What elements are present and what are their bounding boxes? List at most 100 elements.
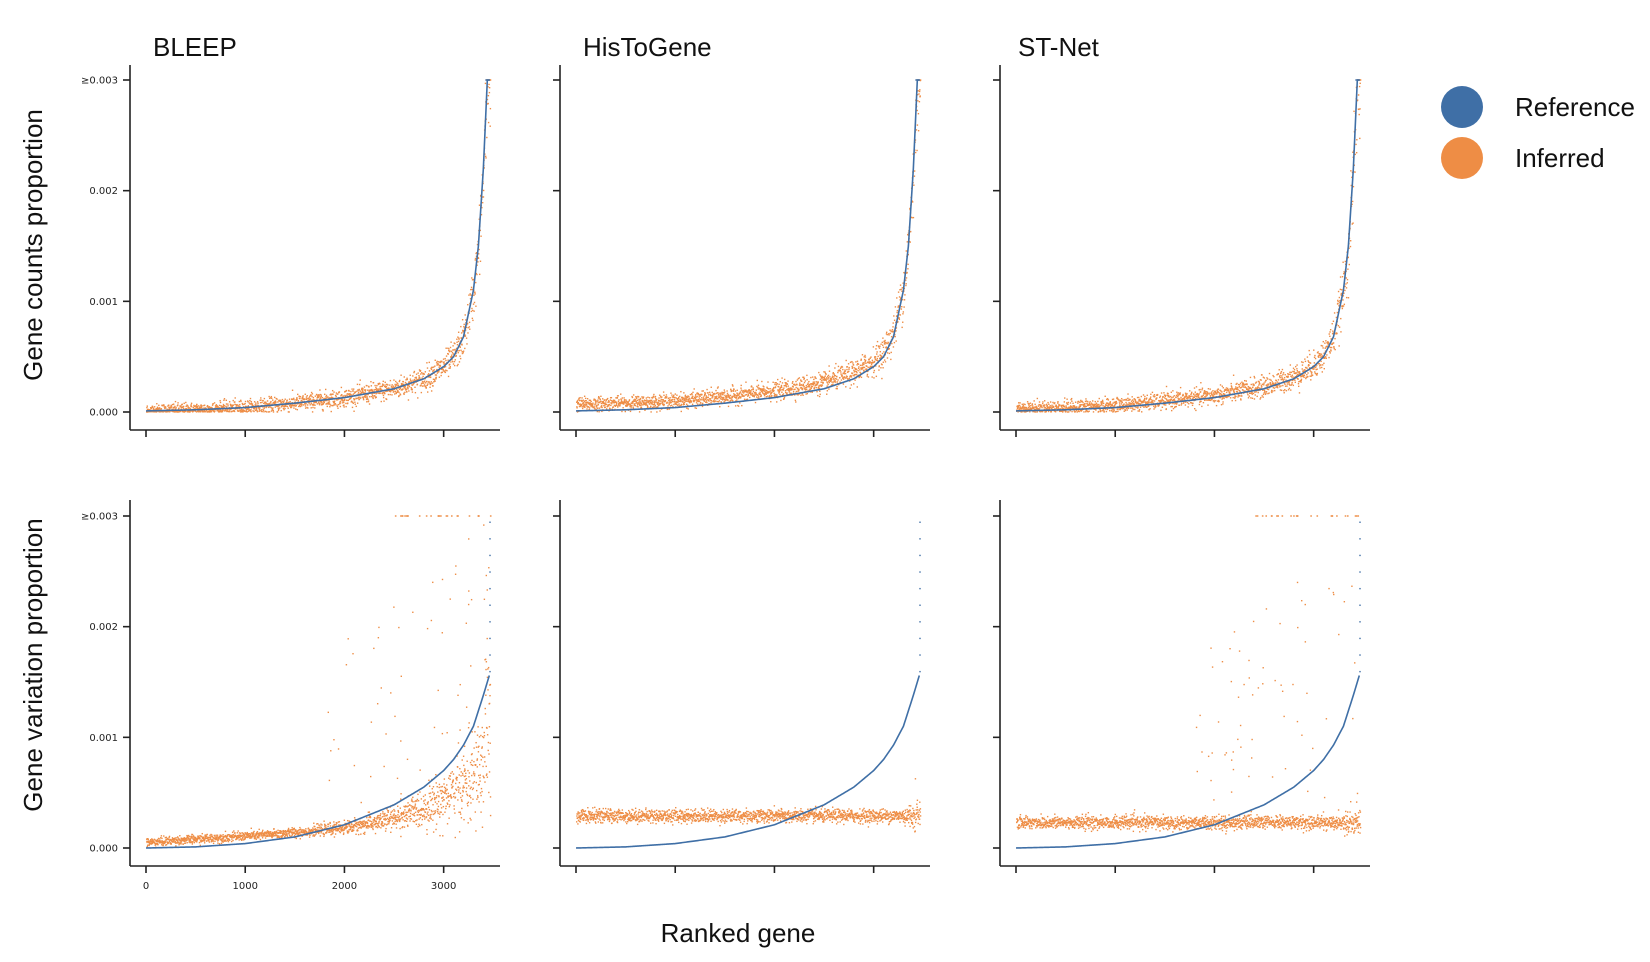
inferred-point — [271, 409, 274, 411]
inferred-point — [444, 357, 446, 360]
inferred-point — [823, 378, 826, 380]
y-tick-label: ≥0.003 — [81, 76, 118, 87]
inferred-point — [731, 399, 733, 401]
inferred-point — [251, 403, 254, 405]
inferred-point — [434, 380, 436, 382]
inferred-point — [1077, 400, 1080, 403]
inferred-point — [1204, 392, 1206, 394]
inferred-point — [470, 294, 472, 296]
inferred-point — [770, 391, 772, 394]
inferred-point — [631, 396, 634, 399]
inferred-point — [1244, 383, 1246, 385]
inferred-point — [887, 333, 890, 335]
inferred-point — [774, 394, 776, 396]
inferred-point — [918, 90, 921, 93]
inferred-point — [794, 394, 796, 396]
inferred-point — [1259, 398, 1261, 400]
inferred-point — [233, 410, 236, 413]
inferred-point — [1283, 378, 1285, 381]
inferred-point — [269, 397, 271, 400]
inferred-point — [600, 395, 602, 398]
inferred-point — [766, 392, 768, 394]
inferred-point — [1102, 401, 1104, 403]
inferred-point — [1043, 405, 1045, 407]
inferred-point — [907, 253, 909, 256]
inferred-point — [827, 374, 830, 377]
inferred-point — [1101, 410, 1103, 412]
inferred-point — [194, 410, 197, 412]
inferred-point — [279, 399, 282, 402]
inferred-point — [380, 400, 382, 403]
inferred-point — [1044, 404, 1046, 406]
inferred-point — [693, 388, 695, 390]
inferred-point — [842, 372, 844, 375]
inferred-point — [361, 387, 363, 389]
inferred-point — [588, 408, 590, 411]
inferred-point — [783, 396, 786, 399]
inferred-point — [685, 397, 688, 399]
inferred-point — [1260, 396, 1262, 399]
inferred-point — [487, 86, 489, 88]
inferred-point — [1214, 393, 1216, 395]
inferred-point — [298, 404, 301, 407]
inferred-point — [802, 383, 805, 386]
inferred-point — [598, 411, 600, 413]
inferred-point — [276, 405, 278, 408]
inferred-point — [367, 393, 369, 396]
inferred-point — [277, 401, 279, 403]
inferred-point — [840, 379, 843, 381]
inferred-point — [297, 393, 299, 396]
inferred-point — [818, 395, 821, 398]
inferred-point — [763, 393, 766, 396]
inferred-point — [408, 381, 411, 383]
inferred-point — [676, 397, 679, 400]
inferred-point — [1154, 395, 1156, 398]
inferred-point — [489, 107, 492, 110]
inferred-point — [821, 375, 823, 378]
inferred-point — [869, 357, 871, 359]
inferred-point — [900, 308, 903, 310]
inferred-point — [451, 361, 454, 363]
inferred-point — [605, 401, 607, 403]
inferred-point — [1053, 406, 1055, 408]
inferred-point — [415, 379, 417, 382]
inferred-point — [1080, 401, 1082, 403]
inferred-point — [380, 385, 382, 388]
inferred-point — [410, 380, 412, 382]
inferred-point — [746, 391, 748, 394]
inferred-point — [331, 396, 333, 399]
inferred-point — [244, 407, 247, 410]
inferred-point — [1040, 404, 1042, 406]
inferred-point — [676, 401, 678, 403]
inferred-point — [368, 403, 371, 405]
inferred-point — [1137, 407, 1139, 409]
inferred-point — [599, 401, 601, 404]
inferred-point — [426, 362, 428, 364]
inferred-point — [305, 403, 307, 405]
inferred-point — [584, 405, 586, 407]
inferred-point — [407, 388, 409, 390]
inferred-point — [352, 390, 354, 392]
inferred-point — [769, 387, 771, 390]
inferred-point — [1018, 407, 1020, 409]
inferred-point — [1204, 393, 1207, 395]
inferred-point — [474, 257, 477, 260]
inferred-point — [280, 409, 282, 412]
inferred-point — [637, 396, 640, 398]
inferred-point — [629, 404, 632, 407]
inferred-point — [319, 400, 322, 403]
inferred-point — [1067, 411, 1070, 413]
inferred-point — [1263, 377, 1266, 379]
inferred-point — [476, 251, 478, 254]
inferred-point — [277, 407, 279, 409]
inferred-point — [758, 397, 760, 399]
inferred-point — [891, 342, 893, 345]
inferred-point — [744, 389, 746, 391]
inferred-point — [1278, 369, 1280, 371]
inferred-point — [196, 410, 199, 413]
inferred-point — [757, 388, 759, 390]
inferred-point — [598, 401, 600, 403]
inferred-point — [845, 377, 848, 379]
inferred-point — [156, 406, 159, 408]
inferred-point — [453, 364, 456, 367]
